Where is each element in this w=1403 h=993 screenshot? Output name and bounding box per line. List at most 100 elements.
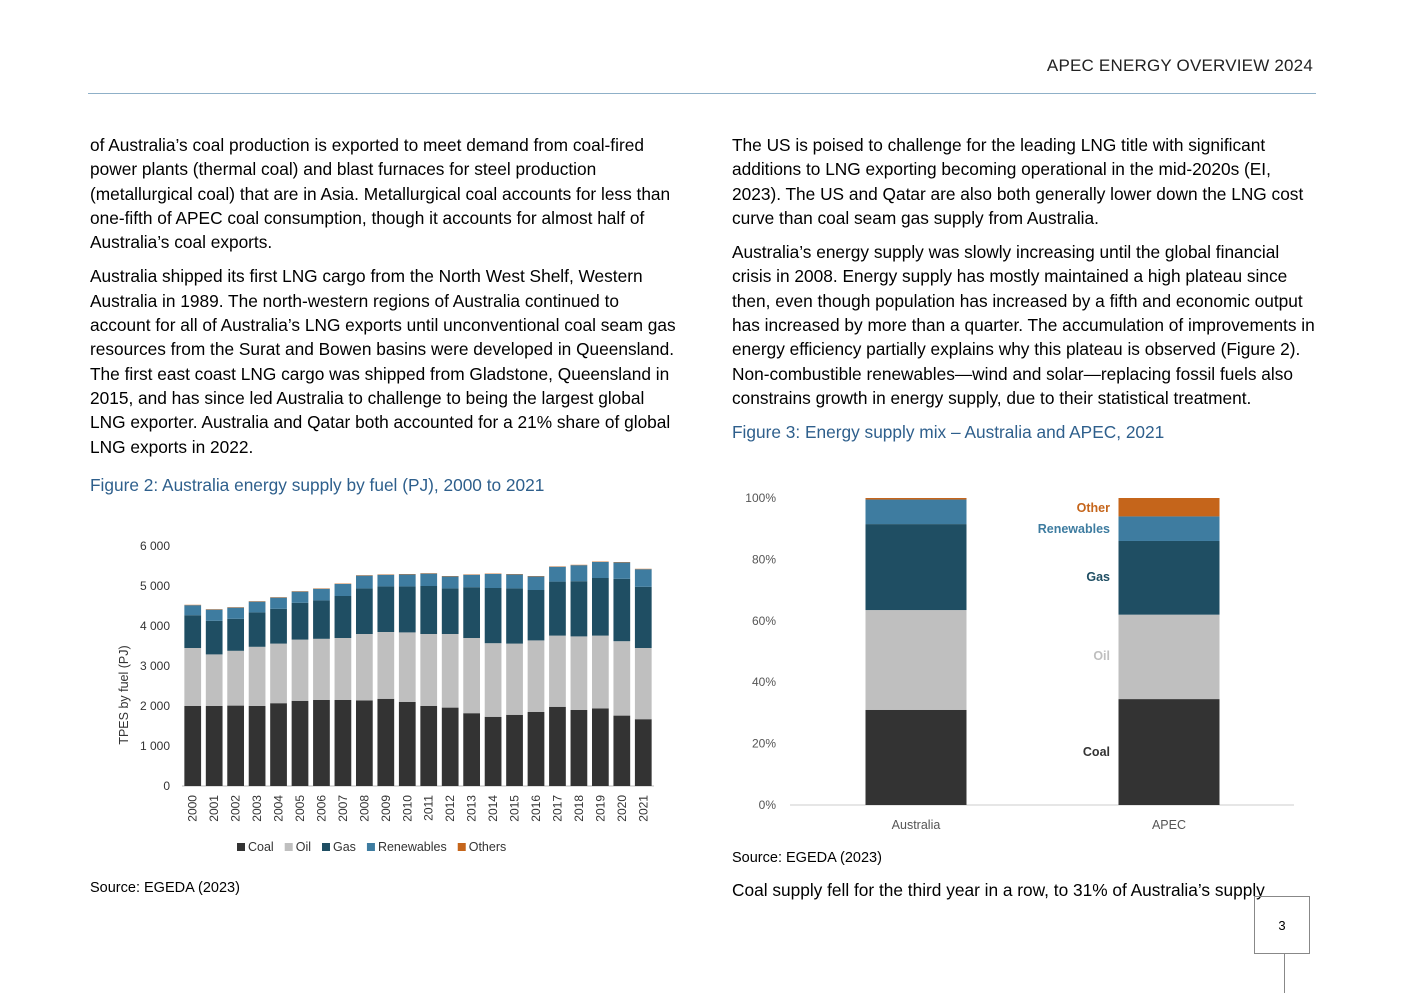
y-axis-title: TPES by fuel (PJ) [117, 645, 131, 744]
bar-oil-2013 [463, 638, 480, 713]
x-tick-label: 2009 [379, 795, 393, 822]
bar-gas-2003 [249, 612, 266, 646]
bar-coal-2008 [356, 700, 373, 786]
bar-renewables-2014 [485, 574, 502, 588]
bar-coal-2002 [227, 706, 244, 786]
legend-label-gas: Gas [333, 840, 356, 854]
bar-renewables-2001 [206, 610, 223, 621]
bar-oil-2012 [442, 634, 459, 708]
bar-coal-australia [866, 710, 967, 805]
bar-oil-2020 [613, 641, 630, 715]
series-label-coal: Coal [1083, 745, 1110, 759]
bar-coal-2015 [506, 715, 523, 786]
bar-oil-2019 [592, 636, 609, 709]
bar-renewables-2003 [249, 602, 266, 613]
x-tick-label: 2012 [443, 795, 457, 822]
bar-gas-2009 [377, 586, 394, 632]
bar-renewables-2015 [506, 574, 523, 588]
bar-renewables-2021 [635, 569, 652, 587]
figure-3-source: Source: EGEDA (2023) [732, 850, 882, 866]
bar-coal-2013 [463, 713, 480, 786]
bar-coal-2009 [377, 699, 394, 786]
left-column: of Australia’s coal production is export… [90, 133, 680, 497]
bar-gas-australia [866, 524, 967, 610]
bar-gas-2014 [485, 588, 502, 643]
bar-coal-2017 [549, 707, 566, 786]
bar-coal-apec [1119, 699, 1220, 805]
x-tick-label: 2006 [314, 795, 328, 822]
bar-gas-2006 [313, 600, 330, 638]
bar-renewables-2016 [528, 576, 545, 590]
x-tick-label: 2010 [400, 795, 414, 822]
x-tick-label: Australia [892, 818, 941, 832]
figure-2-caption: Figure 2: Australia energy supply by fue… [90, 473, 680, 497]
bar-oil-2021 [635, 648, 652, 719]
x-tick-label: 2000 [186, 795, 200, 822]
bar-renewables-2011 [420, 574, 437, 586]
bar-coal-2004 [270, 703, 287, 786]
x-tick-label: 2021 [636, 795, 650, 822]
figure-3-caption: Figure 3: Energy supply mix – Australia … [732, 420, 1322, 444]
bar-renewables-2000 [184, 605, 201, 615]
bar-gas-2015 [506, 588, 523, 643]
bar-other-australia [866, 498, 967, 500]
bar-oil-2002 [227, 651, 244, 706]
bar-gas-2001 [206, 621, 223, 655]
x-tick-label: 2002 [229, 795, 243, 822]
bar-renewables-2004 [270, 598, 287, 609]
bar-oil-2008 [356, 634, 373, 700]
bar-coal-2007 [335, 700, 352, 786]
x-tick-label: 2003 [250, 795, 264, 822]
y-tick-label: 4 000 [140, 619, 170, 633]
bar-renewables-2009 [377, 575, 394, 587]
legend-swatch-gas [322, 843, 330, 851]
y-tick-label: 40% [752, 675, 776, 689]
bar-oil-2010 [399, 632, 416, 702]
y-tick-label: 20% [752, 737, 776, 751]
x-tick-label: 2018 [572, 795, 586, 822]
left-paragraph-2: Australia shipped its first LNG cargo fr… [90, 264, 680, 458]
bar-gas-2011 [420, 586, 437, 634]
bar-renewables-apec [1119, 516, 1220, 541]
legend-swatch-renewables [367, 843, 375, 851]
bar-oil-2006 [313, 639, 330, 700]
right-column: The US is poised to challenge for the le… [732, 133, 1322, 444]
bar-gas-2000 [184, 615, 201, 648]
bar-coal-2005 [292, 701, 309, 786]
bar-gas-2018 [571, 581, 588, 636]
bar-coal-2016 [528, 712, 545, 786]
bar-oil-2016 [528, 640, 545, 712]
bar-renewables-2005 [292, 592, 309, 603]
legend-swatch-others [458, 843, 466, 851]
bar-renewables-2008 [356, 576, 373, 589]
series-label-renewables: Renewables [1038, 522, 1110, 536]
y-tick-label: 6 000 [140, 539, 170, 553]
y-tick-label: 2 000 [140, 699, 170, 713]
bar-other-apec [1119, 498, 1220, 516]
bar-renewables-2013 [463, 575, 480, 587]
bar-renewables-2012 [442, 576, 459, 588]
y-tick-label: 3 000 [140, 659, 170, 673]
bar-oil-2009 [377, 632, 394, 699]
bar-gas-2004 [270, 609, 287, 644]
bar-coal-2003 [249, 706, 266, 786]
bar-oil-australia [866, 610, 967, 710]
bar-oil-2005 [292, 640, 309, 701]
x-tick-label: 2013 [465, 795, 479, 822]
bar-oil-2003 [249, 647, 266, 706]
bar-coal-2020 [613, 716, 630, 786]
series-label-other: Other [1077, 501, 1110, 515]
x-tick-label: 2015 [508, 795, 522, 822]
y-tick-label: 0% [759, 798, 777, 812]
x-tick-label: 2007 [336, 795, 350, 822]
right-paragraph-2: Australia’s energy supply was slowly inc… [732, 240, 1322, 410]
bar-coal-2018 [571, 710, 588, 786]
legend-label-oil: Oil [296, 840, 311, 854]
bar-renewables-2020 [613, 562, 630, 578]
x-tick-label: 2014 [486, 795, 500, 822]
y-tick-label: 5 000 [140, 579, 170, 593]
bar-oil-2017 [549, 636, 566, 707]
bar-renewables-2019 [592, 562, 609, 578]
bar-coal-2001 [206, 706, 223, 786]
y-tick-label: 1 000 [140, 739, 170, 753]
